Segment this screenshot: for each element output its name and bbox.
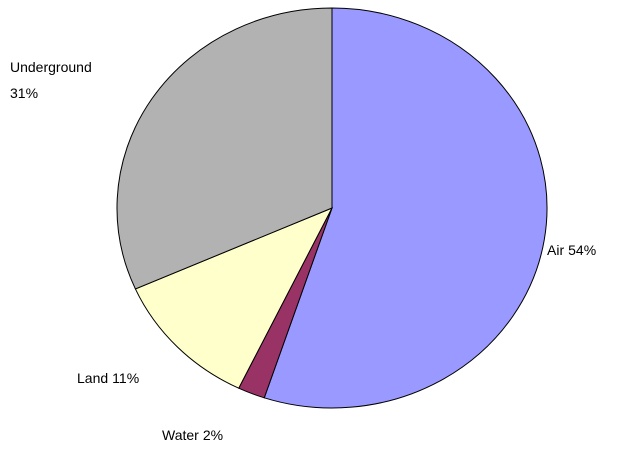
pie-slice bbox=[134, 207, 334, 389]
slice-label: Water 2% bbox=[162, 427, 223, 443]
category-label: Water bbox=[162, 427, 199, 443]
value-label: 11% bbox=[112, 370, 139, 386]
category-label: Land bbox=[77, 370, 108, 386]
value-label: 31% bbox=[10, 85, 38, 101]
value-label: 2% bbox=[203, 427, 223, 443]
category-label: Underground bbox=[10, 59, 92, 75]
category-label: Air bbox=[547, 242, 564, 258]
value-label: 54% bbox=[568, 242, 596, 258]
pie-slice bbox=[116, 7, 333, 290]
pie-slice bbox=[263, 7, 548, 409]
slice-label: Air 54% bbox=[547, 242, 596, 258]
slice-label: Underground 31% bbox=[10, 59, 92, 101]
slice-label: Land 11% bbox=[77, 370, 139, 386]
